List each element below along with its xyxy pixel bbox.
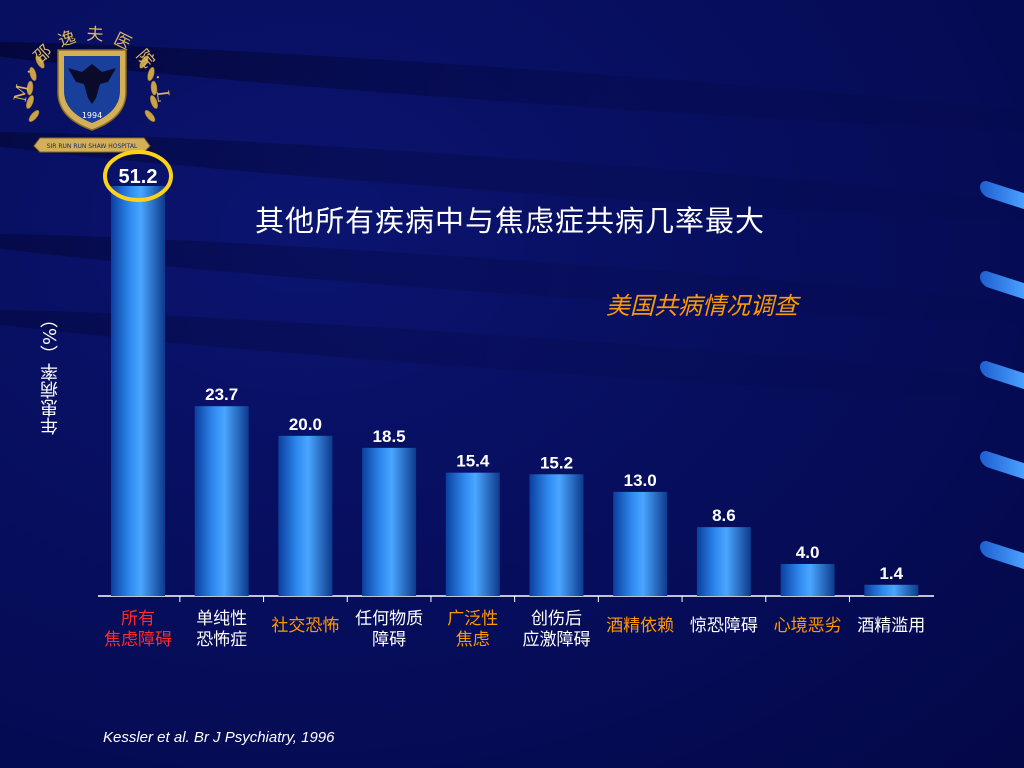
data-label: 13.0: [624, 471, 657, 490]
logo-year: 1994: [82, 111, 102, 120]
bar: [696, 527, 751, 596]
category-label: 社交恐怖: [271, 616, 339, 636]
category-label: 焦虑: [456, 630, 490, 650]
data-label: 51.2: [119, 166, 158, 188]
category-label: 单纯性: [196, 609, 247, 629]
citation: Kessler et al. Br J Psychiatry, 1996: [103, 729, 335, 746]
category-label: 酒精依赖: [606, 616, 674, 636]
data-label: 4.0: [796, 543, 820, 562]
bar: [278, 435, 333, 596]
chart-subtitle: 美国共病情况调查: [606, 292, 798, 320]
category-label: 任何物质: [355, 609, 423, 629]
category-label: 惊恐障碍: [690, 616, 758, 636]
category-label: 心境恶劣: [774, 616, 842, 636]
category-label: 广泛性: [447, 609, 498, 629]
data-label: 15.2: [540, 453, 573, 472]
highlight-circle: [103, 150, 173, 202]
bar: [194, 406, 249, 596]
data-label: 18.5: [373, 427, 406, 446]
data-label: 20.0: [289, 415, 322, 434]
bar: [445, 472, 500, 596]
logo-ribbon-text: SIR RUN RUN SHAW HOSPITAL: [47, 143, 138, 150]
data-label: 15.4: [456, 452, 490, 471]
category-label: 恐怖症: [196, 630, 247, 650]
data-label: 8.6: [712, 506, 736, 525]
chart-title: 其他所有疾病中与焦虑症共病几率最大: [255, 204, 766, 238]
data-label: 1.4: [879, 564, 903, 583]
category-label: 应激障碍: [523, 630, 591, 650]
category-label: 障碍: [372, 630, 406, 650]
category-label: 创伤后: [531, 609, 582, 629]
category-label: 所有: [121, 609, 155, 629]
bar: [362, 447, 417, 596]
category-label: 焦虑障碍: [104, 630, 172, 650]
hospital-logo: ZUM · 邵 逸 夫 医 院 · LLU 1994 SIR RUN RUN S…: [4, 6, 171, 153]
data-label: 23.7: [205, 385, 238, 404]
bar: [864, 584, 919, 596]
bar: [529, 474, 584, 596]
bar: [613, 491, 668, 596]
category-label: 酒精滥用: [857, 616, 925, 636]
bar: [780, 563, 835, 596]
bar: [111, 186, 165, 596]
